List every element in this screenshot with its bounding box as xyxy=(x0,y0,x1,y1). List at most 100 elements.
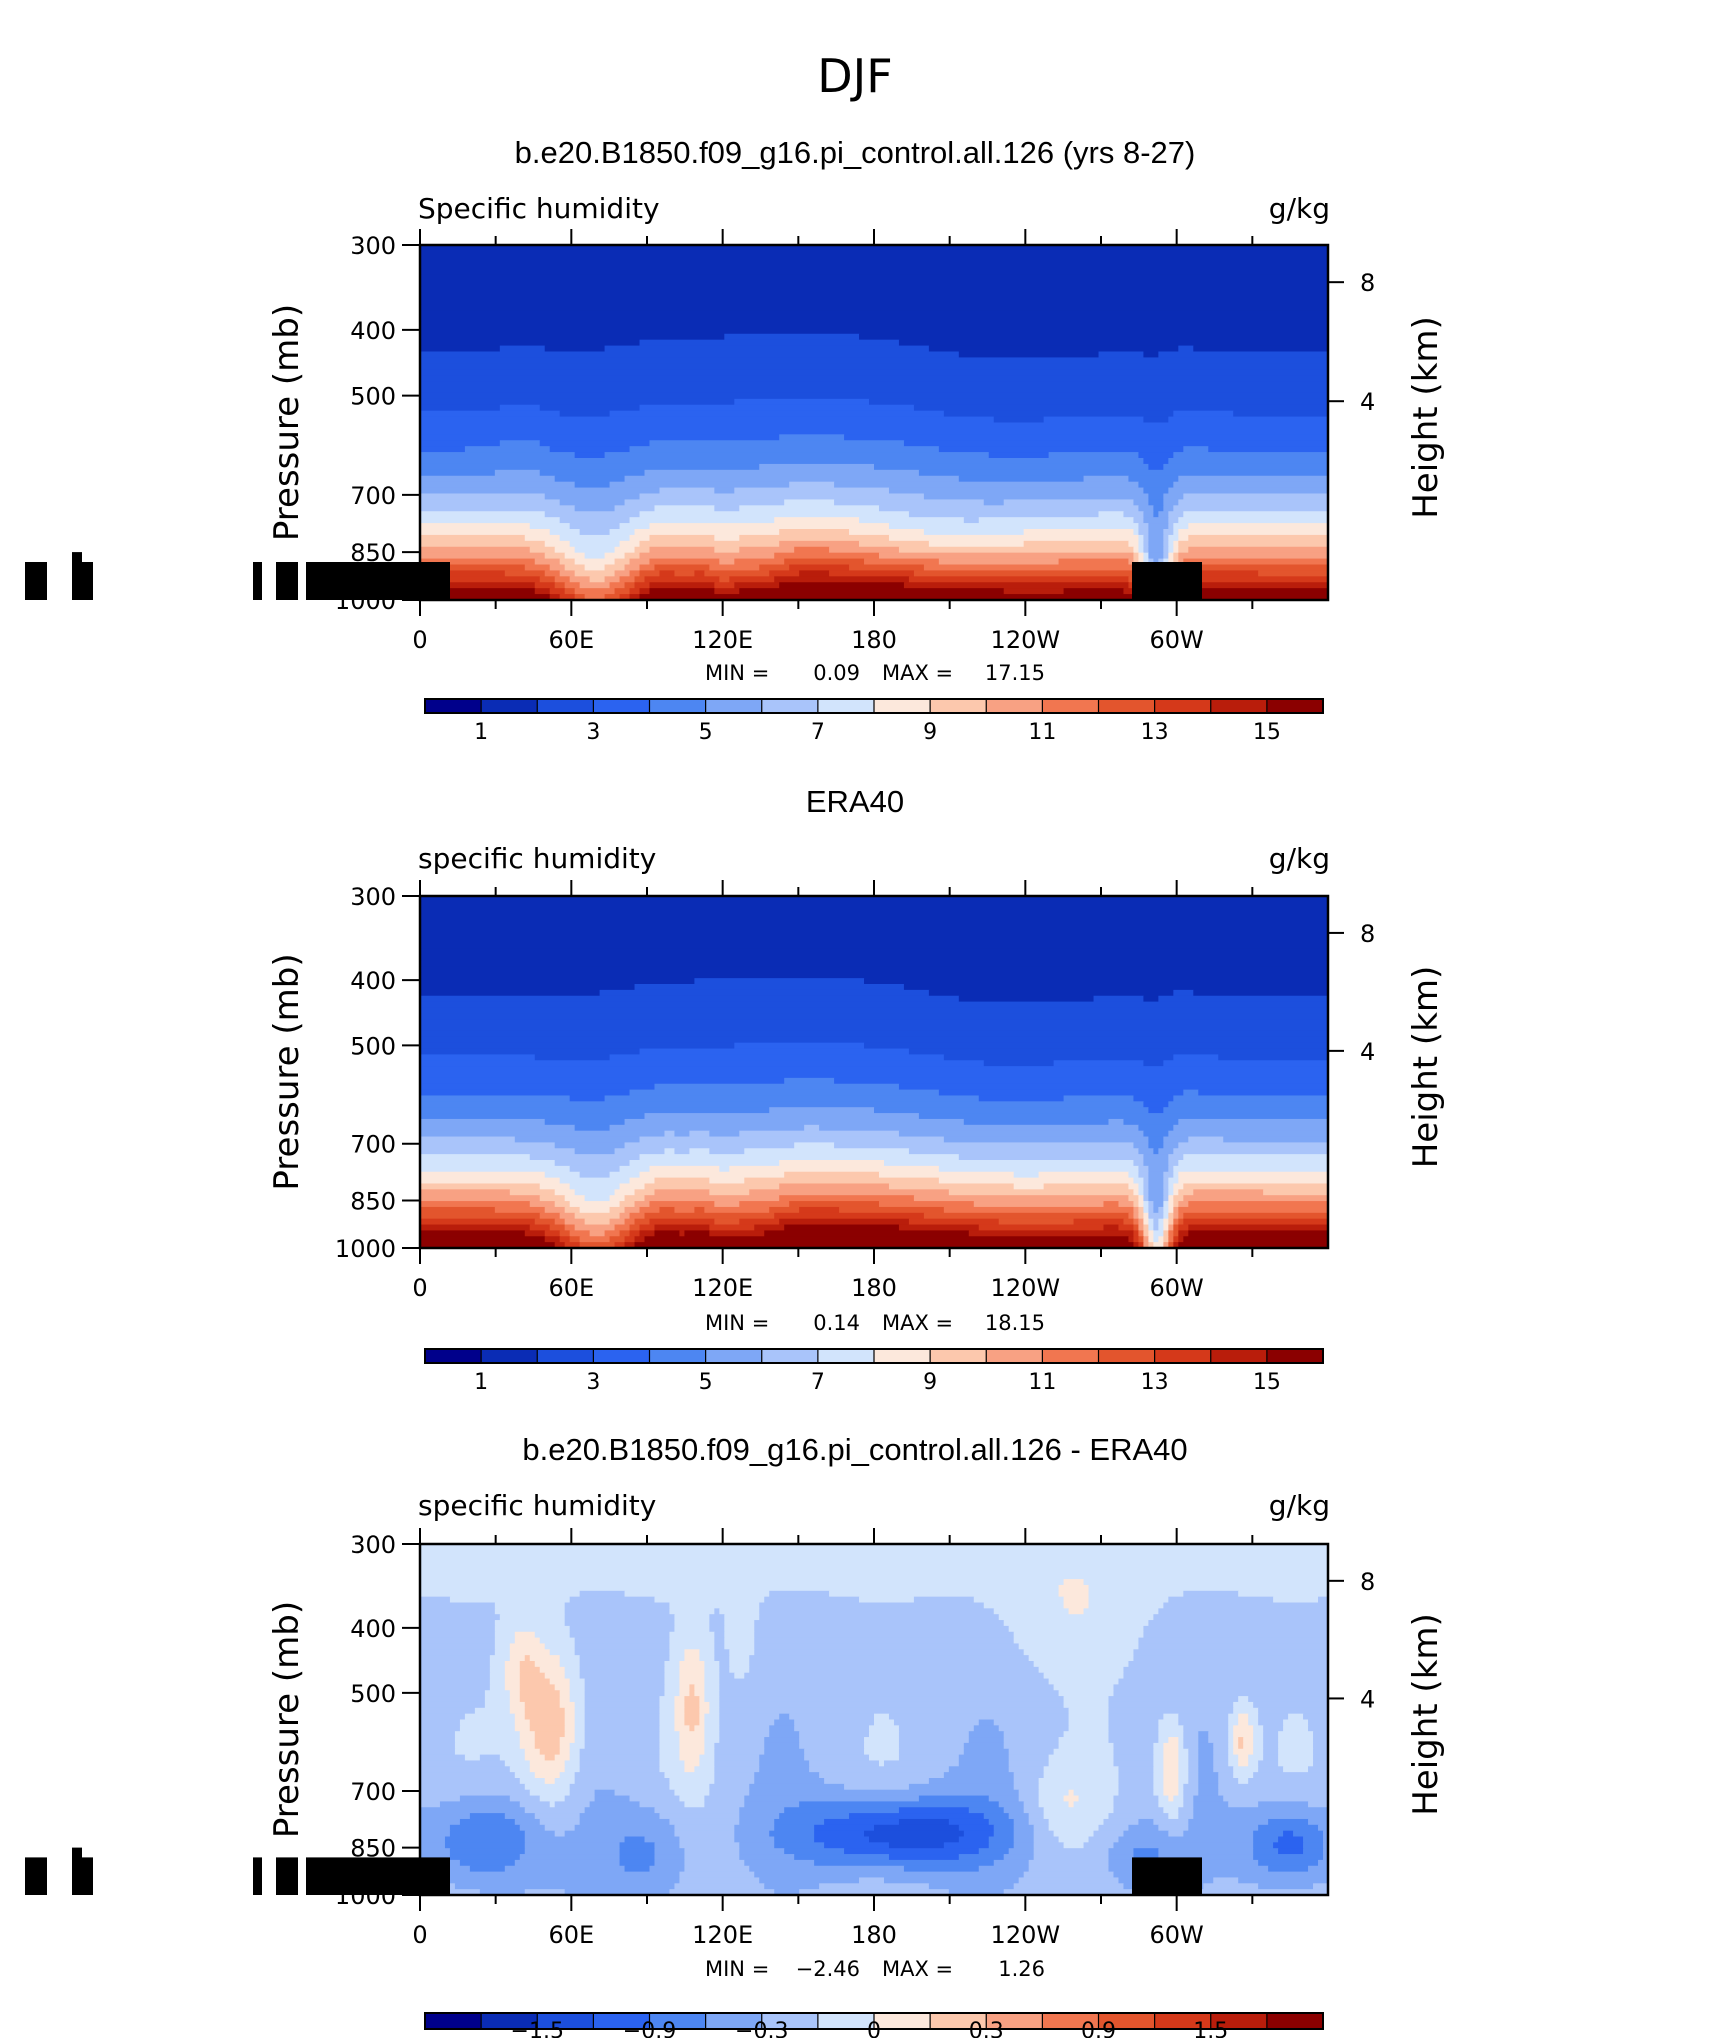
orography-mask xyxy=(25,1847,1202,1895)
contour-cell xyxy=(420,1101,1145,1108)
contour-cell xyxy=(1168,1130,1329,1138)
contour-cell xyxy=(1178,475,1329,483)
contour-cell xyxy=(1163,529,1174,536)
contour-cell xyxy=(420,1224,531,1231)
contour-cell xyxy=(1108,1731,1159,1738)
colorbar-swatch xyxy=(985,1348,1044,1364)
contour-cell xyxy=(779,434,845,441)
contour-cell xyxy=(958,995,1095,1003)
contour-cell xyxy=(898,1083,1329,1091)
contour-cell xyxy=(849,529,925,536)
contour-cell xyxy=(689,1684,695,1691)
contour-cell xyxy=(514,1136,641,1143)
contour-cell xyxy=(719,1678,1050,1685)
contour-cell xyxy=(903,984,1329,991)
contour-cell xyxy=(704,1678,720,1685)
contour-cell xyxy=(639,1048,910,1055)
contour-cell xyxy=(759,1754,805,1762)
contour-cell xyxy=(903,582,1130,589)
contour-cell xyxy=(963,1118,1110,1126)
contour-cell xyxy=(764,1748,805,1756)
contour-cell xyxy=(624,1242,636,1249)
contour-cell xyxy=(1258,1713,1289,1721)
contour-cell xyxy=(1303,1842,1324,1849)
contour-cell xyxy=(1188,1201,1329,1208)
contour-cell xyxy=(494,1608,566,1615)
contour-cell xyxy=(639,493,925,501)
contour-cell xyxy=(1143,1189,1149,1196)
contour-cell xyxy=(1143,458,1169,465)
colorbar-swatch xyxy=(873,698,932,714)
contour-cell xyxy=(1168,558,1174,566)
contour-cell xyxy=(464,446,551,453)
colorbar-swatch xyxy=(985,698,1044,714)
contour-cell xyxy=(1068,1608,1085,1615)
contour-cell xyxy=(1233,1742,1239,1750)
max-value: 18.15 xyxy=(985,1311,1045,1335)
contour-cell xyxy=(1113,1684,1329,1691)
contour-cell xyxy=(534,1742,561,1750)
contour-cell xyxy=(744,1672,1045,1680)
contour-cell xyxy=(420,907,1329,915)
contour-cell xyxy=(659,1713,676,1721)
contour-cell xyxy=(1033,1824,1050,1832)
contour-cell xyxy=(1128,582,1135,589)
contour-cell xyxy=(420,1077,785,1085)
contour-cell xyxy=(689,1725,695,1732)
contour-cell xyxy=(719,1731,770,1738)
contour-cell xyxy=(420,1019,1329,1026)
panel-left-label: Specific humidity xyxy=(418,192,660,225)
contour-cell xyxy=(420,1007,1329,1014)
contour-cell xyxy=(1183,1236,1329,1243)
contour-cell xyxy=(524,1707,566,1715)
contour-cell xyxy=(624,582,636,589)
orography-block xyxy=(276,562,298,600)
contour-cell xyxy=(1013,1824,1035,1832)
contour-cell xyxy=(420,1555,1329,1563)
contour-cell xyxy=(1013,1783,1040,1791)
contour-cell xyxy=(1188,534,1329,542)
contour-cell xyxy=(709,564,760,572)
contour-cell xyxy=(729,1661,750,1668)
contour-cell xyxy=(1183,1590,1239,1598)
contour-cell xyxy=(564,1830,676,1838)
contour-cell xyxy=(1173,1189,1179,1196)
contour-cell xyxy=(709,1130,740,1138)
contour-cell xyxy=(754,1625,1010,1633)
contour-cell xyxy=(769,1206,800,1214)
contour-cell xyxy=(1153,1148,1159,1155)
contour-cell xyxy=(659,1696,676,1703)
contour-cell xyxy=(634,1242,1135,1249)
contour-cell xyxy=(1133,1649,1329,1656)
y-tick-label: 300 xyxy=(350,883,396,911)
contour-cell xyxy=(514,1713,526,1721)
contour-cell xyxy=(704,1719,720,1726)
contour-cell xyxy=(1018,1795,1040,1802)
contour-cell xyxy=(1058,1690,1115,1697)
contour-cell xyxy=(420,339,641,347)
colorbar-label: −0.9 xyxy=(623,2019,676,2038)
contour-cell xyxy=(1168,540,1174,548)
contour-cell xyxy=(624,564,641,572)
contour-cell xyxy=(779,1160,885,1167)
contour-cell xyxy=(963,1830,995,1838)
contour-cell xyxy=(1278,1737,1314,1744)
colorbar: −1.5 −0.9 −0.3 0 0.3 0.9 1.5 xyxy=(424,2012,1324,2038)
contour-cell xyxy=(534,1218,556,1226)
contour-cell xyxy=(1158,1148,1174,1155)
contour-cell xyxy=(709,1707,720,1715)
contour-cell xyxy=(719,1696,1065,1703)
contour-cell xyxy=(509,1655,526,1662)
contour-cell xyxy=(519,1737,536,1744)
contour-cell xyxy=(1158,511,1169,518)
contour-cell xyxy=(674,1725,691,1732)
contour-cell xyxy=(938,1177,1135,1185)
contour-cell xyxy=(664,1130,676,1138)
contour-cell xyxy=(1133,1206,1140,1214)
contour-cell xyxy=(659,1719,676,1726)
contour-cell xyxy=(1178,534,1189,542)
contour-cell xyxy=(1113,1842,1254,1849)
contour-cell xyxy=(1193,1795,1224,1802)
contour-cell xyxy=(1153,1742,1164,1750)
contour-cell xyxy=(1128,576,1135,583)
